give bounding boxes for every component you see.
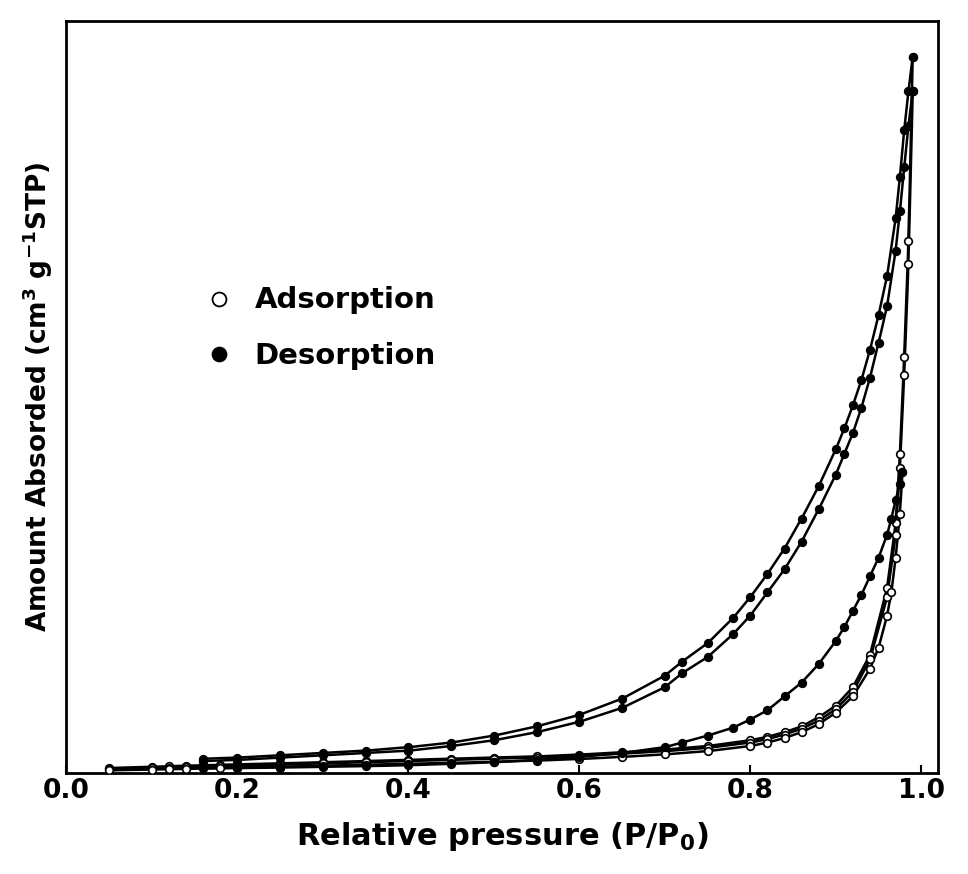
X-axis label: Relative pressure ($\mathbf{P/P_0}$): Relative pressure ($\mathbf{P/P_0}$): [296, 820, 709, 853]
Y-axis label: Amount Absorded ($\mathbf{cm^3\ g^{-1}}$STP): Amount Absorded ($\mathbf{cm^3\ g^{-1}}$…: [21, 162, 55, 632]
Legend: Adsorption, Desorption: Adsorption, Desorption: [194, 275, 447, 381]
